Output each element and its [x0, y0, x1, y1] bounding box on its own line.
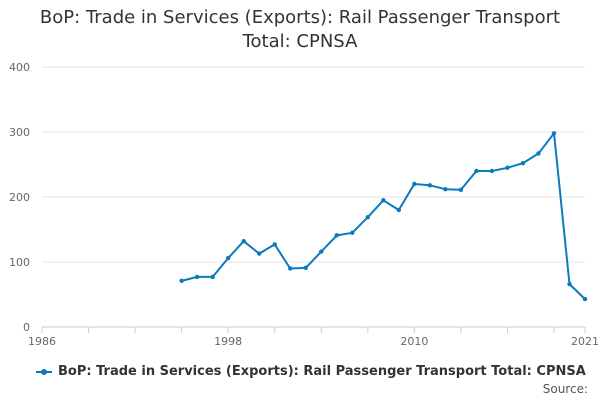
- data-point-2013: [458, 187, 464, 193]
- y-tick-label-400: 400: [9, 61, 30, 74]
- data-point-2021: [582, 296, 588, 302]
- data-point-1999: [241, 239, 246, 244]
- data-point-2016: [505, 165, 510, 170]
- y-tick-label-0: 0: [23, 321, 30, 334]
- data-point-2015: [489, 168, 495, 174]
- x-tick-label-2010: 2010: [400, 335, 428, 348]
- chart-title-line-2: Total: CPNSA: [242, 31, 358, 52]
- data-point-2014: [474, 168, 479, 174]
- data-point-2003: [303, 265, 308, 271]
- chart-title-line-1: BoP: Trade in Services (Exports): Rail P…: [39, 7, 561, 28]
- data-point-1996: [194, 274, 200, 280]
- data-point-2011: [427, 183, 433, 188]
- data-point-2005: [334, 233, 339, 238]
- data-point-2017: [520, 161, 526, 166]
- data-point-1998: [225, 255, 231, 261]
- series-line-0: [181, 132, 586, 300]
- data-point-2012: [443, 187, 448, 192]
- chart-title: BoP: Trade in Services (Exports): Rail P…: [0, 6, 600, 54]
- data-point-2002: [288, 266, 293, 271]
- data-point-2009: [396, 207, 402, 213]
- data-point-1995: [179, 278, 184, 284]
- x-tick-label-1986: 1986: [28, 335, 56, 348]
- data-point-2019: [551, 131, 557, 136]
- y-tick-label-300: 300: [9, 126, 30, 139]
- data-point-2010: [412, 181, 417, 187]
- x-tick-label-1998: 1998: [214, 335, 242, 348]
- legend[interactable]: BoP: Trade in Services (Exports): Rail P…: [36, 364, 586, 379]
- legend-line-marker-icon: [36, 368, 52, 375]
- data-point-2020: [567, 281, 572, 287]
- grid-lines: [42, 66, 585, 263]
- x-axis: 1986 1998 2010 2021: [28, 326, 599, 348]
- data-point-2006: [350, 230, 355, 235]
- y-tick-label-100: 100: [9, 256, 30, 269]
- x-tick-label-2021: 2021: [571, 335, 599, 348]
- legend-label: BoP: Trade in Services (Exports): Rail P…: [58, 364, 586, 379]
- source-label: Source:: [542, 382, 588, 396]
- data-point-2000: [257, 251, 262, 256]
- y-tick-label-200: 200: [9, 191, 30, 204]
- data-point-2004: [319, 249, 324, 254]
- data-point-2008: [381, 198, 386, 203]
- data-point-2001: [272, 242, 277, 247]
- series-layer: [179, 131, 588, 302]
- y-axis: 0 100 200 300 400: [9, 61, 30, 334]
- data-point-2018: [536, 151, 541, 156]
- data-point-2007: [365, 214, 370, 220]
- data-point-1997: [210, 274, 215, 280]
